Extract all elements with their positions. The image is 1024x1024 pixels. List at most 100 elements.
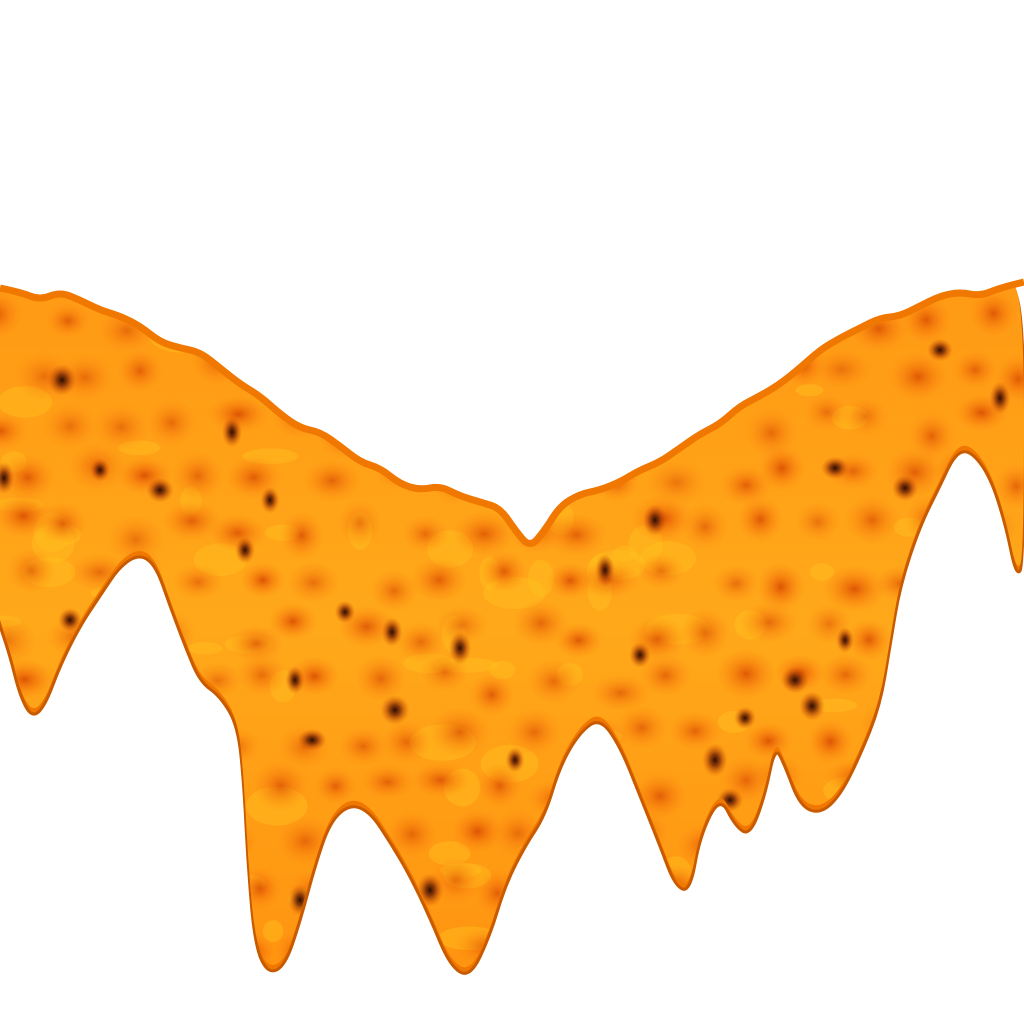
cell	[354, 654, 408, 703]
dark-spot	[595, 553, 615, 587]
cell	[588, 357, 639, 397]
dark-spot	[47, 364, 77, 396]
dark-spot	[927, 338, 953, 362]
cell	[262, 297, 317, 334]
dark-spot	[836, 627, 854, 653]
ridge-highlight	[903, 666, 928, 684]
cell	[124, 861, 182, 910]
cell	[922, 863, 984, 910]
dark-spot	[334, 600, 356, 624]
cell	[588, 877, 643, 915]
cell	[936, 566, 997, 606]
cell	[841, 395, 890, 437]
cell	[475, 354, 522, 392]
cell	[209, 727, 262, 766]
dark-spot	[734, 706, 756, 730]
cell	[275, 815, 336, 867]
cell	[554, 622, 604, 659]
cell	[0, 411, 29, 452]
cell	[38, 501, 87, 546]
cell	[955, 825, 1011, 874]
cell	[268, 601, 318, 641]
ridge-highlight	[417, 336, 485, 364]
cell	[0, 821, 29, 865]
cell	[450, 808, 505, 855]
dark-spot	[380, 695, 410, 725]
dark-spot	[448, 631, 472, 665]
cell	[643, 864, 706, 905]
cell	[859, 701, 913, 754]
cell	[395, 621, 446, 663]
cell	[951, 350, 999, 390]
cell	[16, 879, 67, 916]
cell	[317, 297, 376, 335]
cell	[1005, 862, 1024, 904]
surface-top-edge	[0, 278, 1024, 547]
ridge-highlight	[67, 874, 91, 889]
cell	[818, 653, 873, 696]
ridge-highlight	[612, 545, 637, 562]
cell	[726, 826, 788, 877]
cell	[380, 924, 436, 961]
cell	[740, 600, 799, 644]
cell	[679, 607, 731, 659]
cell	[0, 453, 56, 502]
ridge-highlight	[395, 440, 434, 454]
dark-spot	[629, 642, 651, 668]
ridge-highlight	[358, 889, 415, 928]
cell	[980, 713, 1024, 755]
dark-spot	[285, 665, 305, 695]
cell	[207, 394, 270, 434]
cell	[653, 341, 711, 383]
cell	[844, 495, 901, 545]
cell	[743, 721, 794, 761]
dark-spot	[989, 381, 1011, 415]
cell	[476, 762, 523, 809]
ridge-highlight	[141, 284, 202, 322]
dark-spot	[381, 617, 403, 647]
ridge-highlight	[651, 341, 696, 360]
ridge-highlight	[583, 378, 637, 411]
cell	[401, 515, 450, 553]
ridge-highlight	[664, 391, 712, 418]
cell	[468, 672, 515, 717]
cell	[385, 809, 440, 859]
cell	[712, 564, 760, 604]
cell	[169, 821, 215, 858]
dark-spot	[505, 747, 525, 773]
cell	[89, 808, 150, 850]
cell	[545, 512, 608, 558]
cell	[236, 652, 288, 698]
ridge-highlight	[489, 321, 523, 348]
cell	[577, 301, 627, 347]
cell	[681, 503, 729, 550]
cell	[639, 653, 692, 698]
ridge-highlight	[648, 393, 701, 411]
dark-spot	[799, 691, 825, 721]
dark-spot	[235, 536, 255, 564]
cell	[741, 294, 804, 335]
cell	[615, 705, 669, 750]
cell	[0, 714, 34, 754]
cell	[861, 808, 924, 854]
ridge-highlight	[96, 813, 160, 834]
cell	[6, 547, 56, 594]
cell	[145, 931, 199, 968]
cell	[499, 298, 562, 343]
ridge-highlight	[153, 941, 196, 960]
cell	[985, 762, 1024, 806]
cell	[493, 406, 555, 453]
dark-spot	[643, 504, 667, 536]
cell	[674, 926, 736, 968]
cell	[410, 557, 468, 603]
cell	[337, 499, 383, 547]
cell	[171, 450, 225, 502]
cell	[830, 871, 885, 918]
ridge-highlight	[889, 906, 928, 945]
cell	[125, 662, 183, 707]
cell	[750, 872, 806, 918]
ridge-highlight	[527, 559, 554, 597]
cell	[435, 604, 489, 646]
cell	[634, 389, 682, 440]
